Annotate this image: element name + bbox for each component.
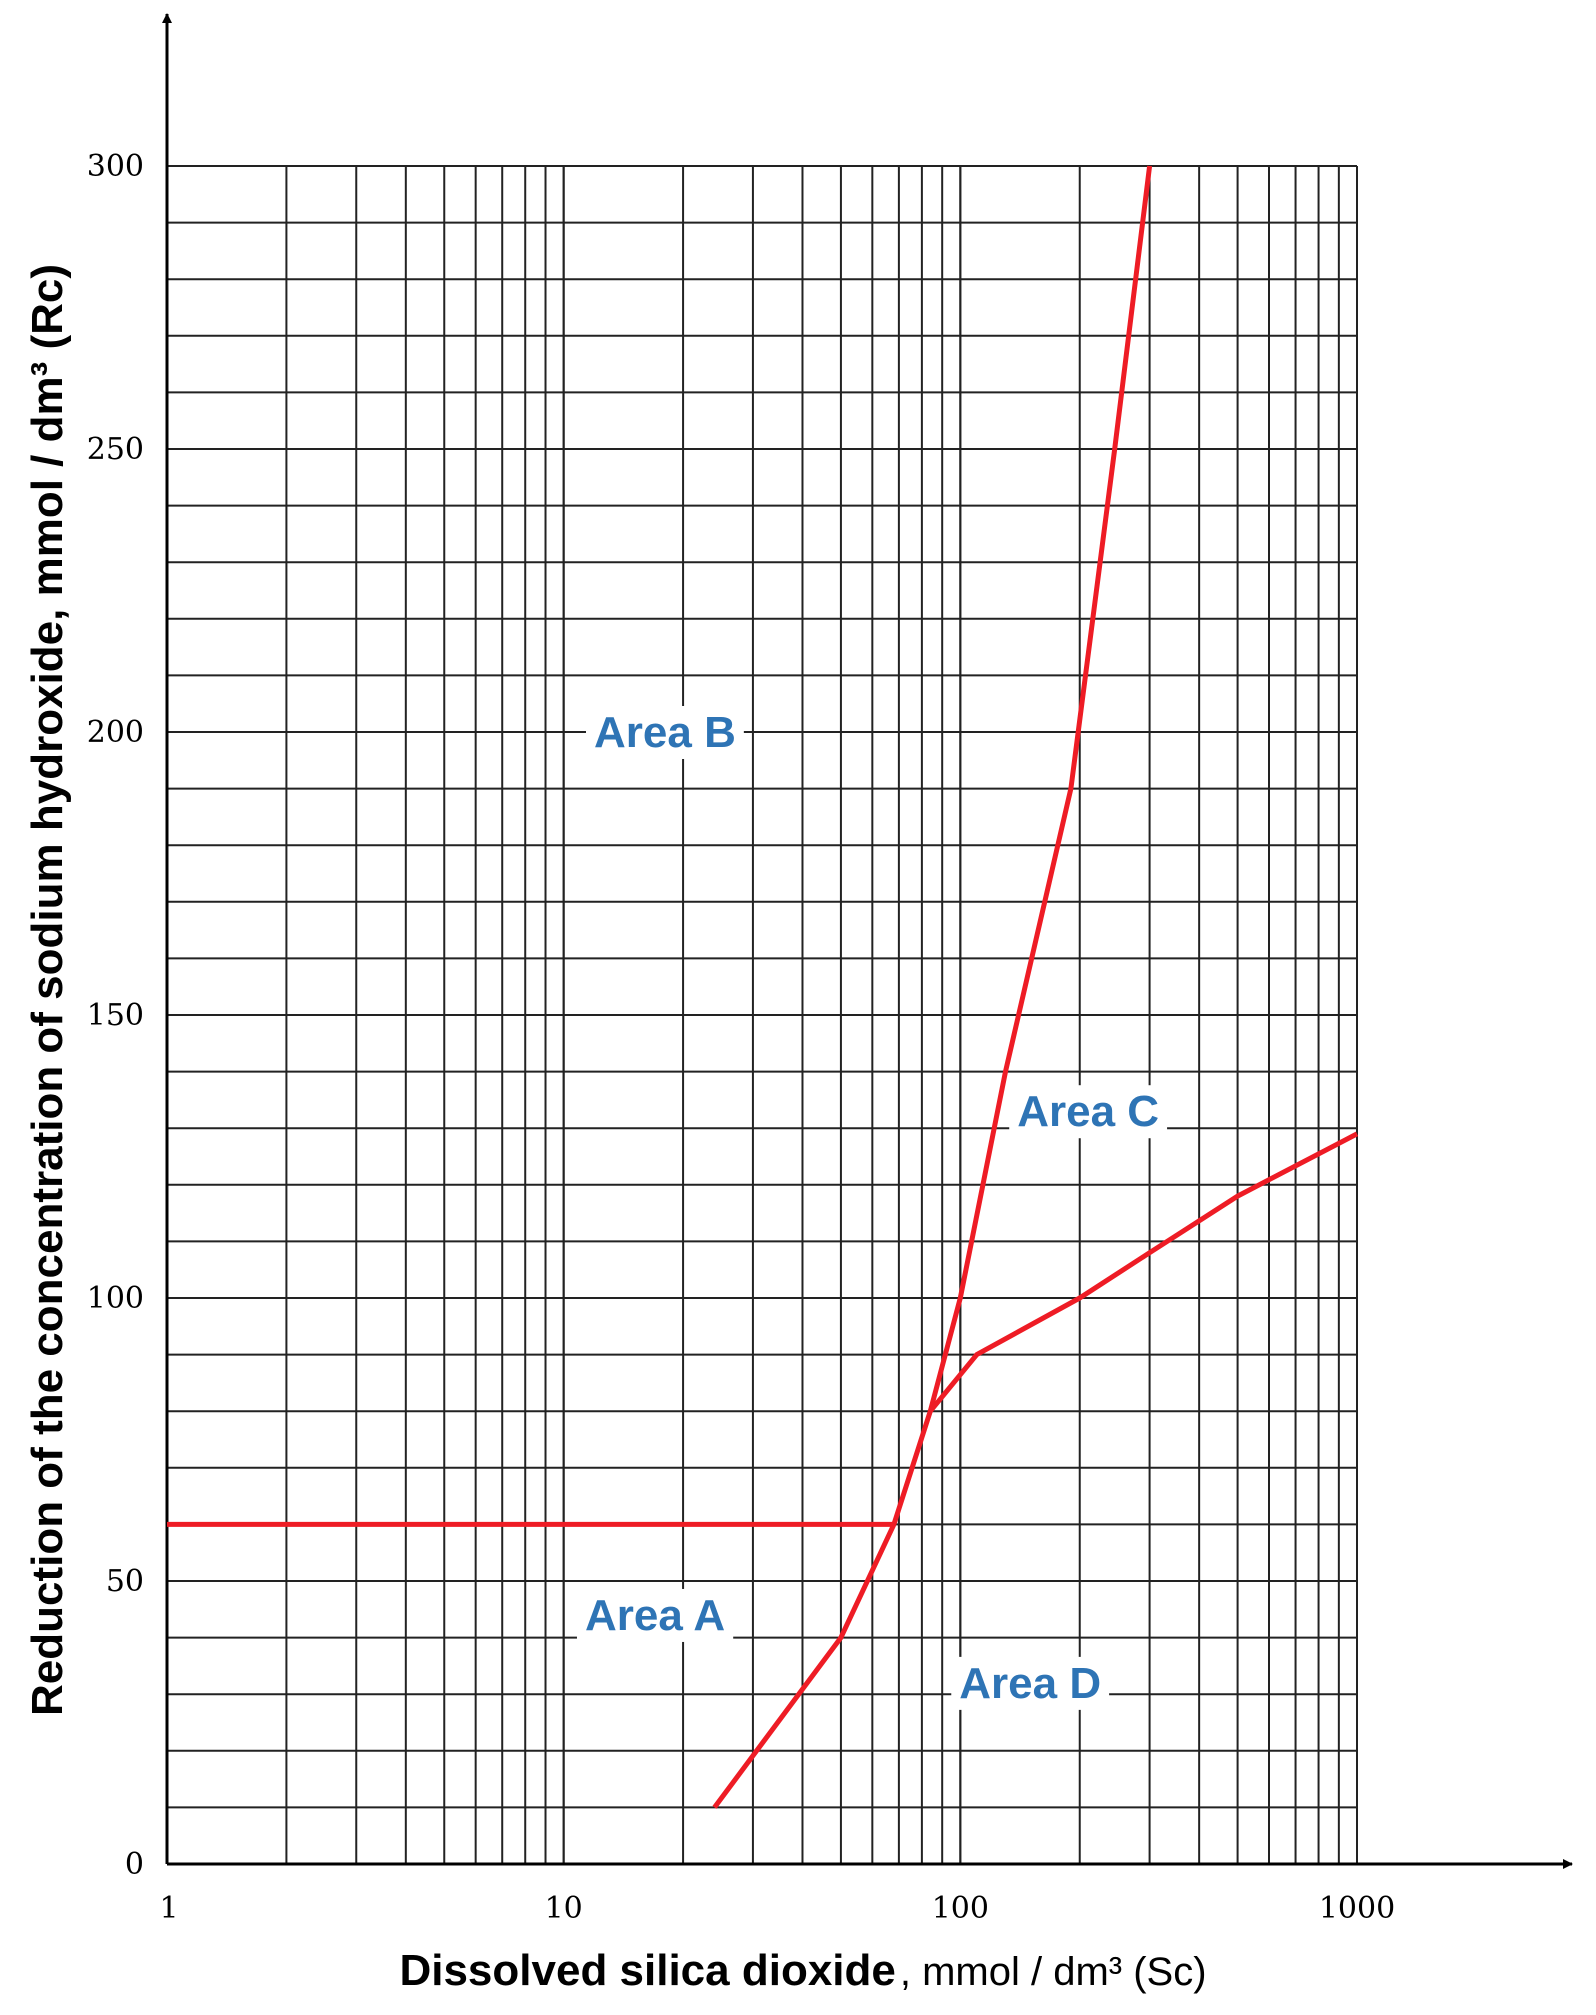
- y-tick-label: 250: [87, 432, 144, 467]
- x-axis-label-unit: , mmol / dm³ (Sc): [900, 1950, 1207, 1994]
- y-tick-label: 300: [87, 149, 144, 184]
- x-tick-label: 10: [545, 1891, 583, 1926]
- area-label: Area D: [951, 1656, 1110, 1710]
- area-label-background: [951, 1656, 1110, 1710]
- x-tick-label: 1: [159, 1891, 178, 1926]
- area-label: Area C: [1009, 1085, 1168, 1139]
- y-tick-label: 150: [87, 998, 144, 1033]
- y-tick-label: 100: [87, 1281, 144, 1316]
- series-line: [928, 1131, 1359, 1413]
- grid: [166, 165, 1358, 1865]
- x-axis-label-main: Dissolved silica dioxide: [399, 1946, 895, 1995]
- area-label-text: Area A: [585, 1591, 725, 1640]
- tick-labels: 1 10 100 1000 0 50 100 150 200 250 300: [87, 149, 1395, 1926]
- x-tick-label: 1000: [1319, 1891, 1395, 1926]
- area-labels: Area B Area C Area A Area D: [576, 706, 1168, 1710]
- area-label-text: Area B: [594, 708, 736, 757]
- series-lines: [167, 165, 1359, 1809]
- area-label-text: Area D: [959, 1659, 1101, 1708]
- y-axis-label: Reduction of the concentration of sodium…: [23, 264, 72, 1716]
- x-tick-label: 100: [932, 1891, 989, 1926]
- y-tick-label: 50: [106, 1564, 144, 1599]
- series-line: [712, 165, 1153, 1809]
- y-tick-label: 0: [125, 1847, 144, 1882]
- area-label: Area A: [576, 1588, 734, 1642]
- area-label-text: Area C: [1017, 1087, 1159, 1136]
- axes: [162, 13, 1573, 1869]
- area-label-background: [586, 706, 744, 759]
- area-label-background: [576, 1588, 734, 1642]
- area-label: Area B: [586, 706, 744, 759]
- area-label-background: [1009, 1085, 1168, 1139]
- x-axis-label: Dissolved silica dioxide , mmol / dm³ (S…: [399, 1946, 1206, 1995]
- y-tick-label: 200: [87, 715, 144, 750]
